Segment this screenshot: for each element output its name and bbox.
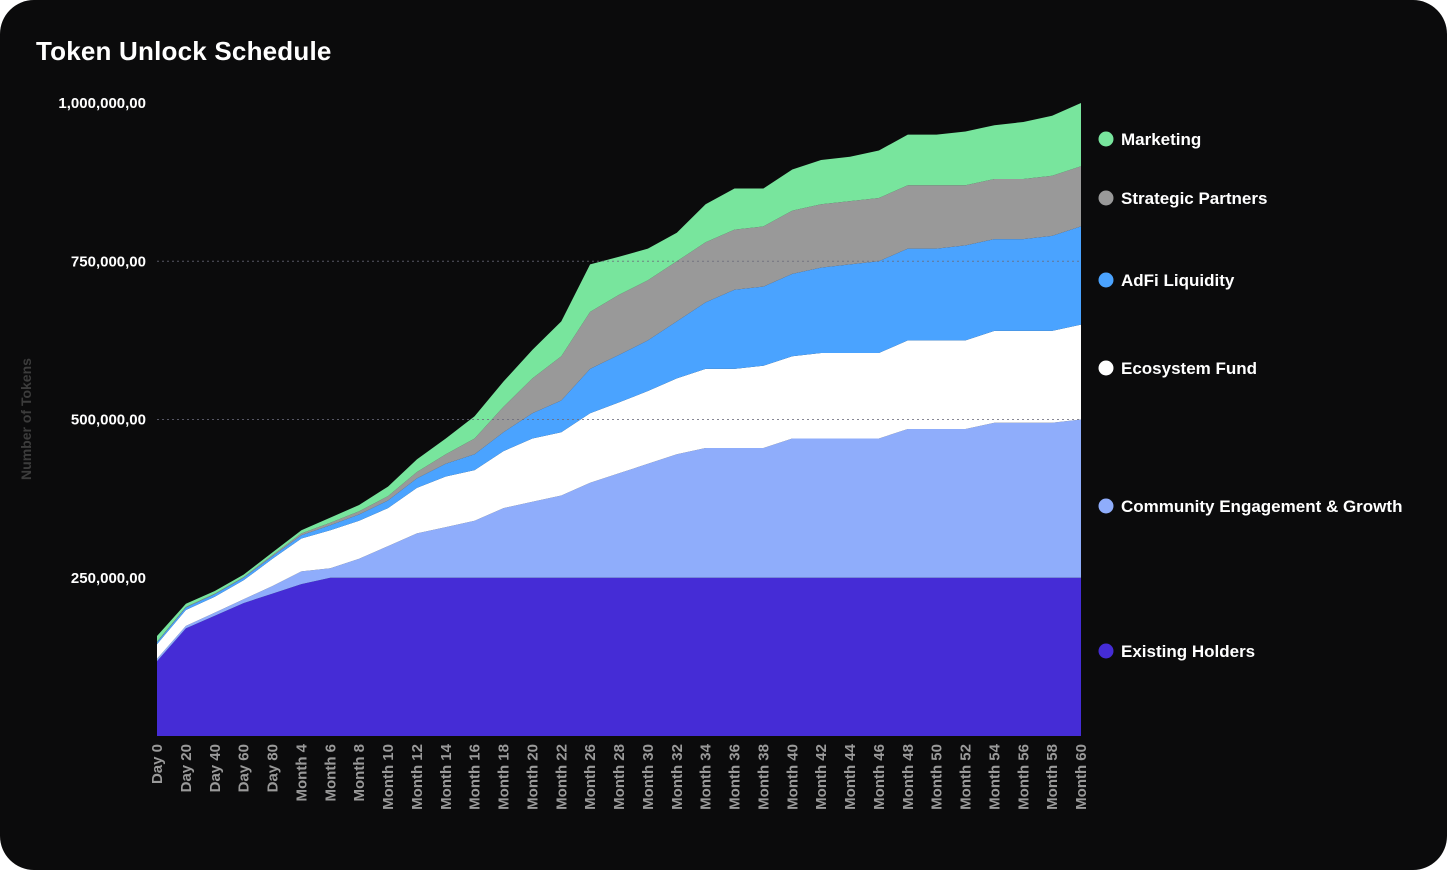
legend-swatch: [1098, 498, 1114, 514]
area-marketing: [157, 103, 1081, 642]
x-tick-label: Month 8: [351, 744, 368, 802]
x-tick-label: Month 60: [1073, 744, 1090, 810]
legend-label: Strategic Partners: [1121, 189, 1267, 208]
x-tick-label: Month 44: [842, 743, 859, 809]
area-layer: [157, 103, 1081, 736]
x-tick-label: Month 32: [669, 744, 686, 810]
y-tick-label: 750,000,00: [71, 253, 146, 270]
legend-label: Marketing: [1121, 130, 1201, 149]
x-tick-label: Month 18: [496, 744, 513, 810]
x-tick-label: Month 52: [958, 744, 975, 810]
x-tick-label: Month 56: [1015, 744, 1032, 810]
x-tick-label: Day 60: [236, 744, 253, 792]
y-tick-label: 1,000,000,00: [58, 95, 146, 112]
x-tick-label: Month 4: [293, 743, 310, 801]
x-tick-label: Day 80: [265, 744, 282, 792]
x-tick-label: Month 48: [900, 744, 917, 810]
x-tick-label: Month 14: [438, 743, 455, 809]
x-tick-label: Month 46: [871, 744, 888, 810]
legend-swatch: [1098, 131, 1114, 147]
area-adfi-liquidity: [157, 226, 1081, 645]
x-tick-label: Month 58: [1044, 744, 1061, 810]
x-tick-label: Month 34: [698, 743, 715, 809]
legend-item[interactable]: Existing Holders: [1098, 642, 1256, 661]
legend-label: Community Engagement & Growth: [1121, 497, 1402, 516]
legend-item[interactable]: Strategic Partners: [1098, 189, 1268, 208]
y-axis: 250,000,00 500,000,00 750,000,00 1,000,000,…: [58, 95, 146, 587]
y-tick-label: 500,000,00: [71, 412, 146, 429]
x-tick-label: Day 0: [149, 744, 166, 784]
area-strategic-partners: [157, 166, 1081, 643]
x-tick-label: Day 20: [178, 744, 195, 792]
area-ecosystem-fund: [157, 324, 1081, 659]
y-axis-label: Number of Tokens: [18, 358, 34, 480]
x-tick-label: Month 50: [929, 744, 946, 810]
x-tick-label: Month 6: [322, 744, 339, 802]
legend-item[interactable]: AdFi Liquidity: [1098, 271, 1235, 290]
legend-item[interactable]: Community Engagement & Growth: [1098, 497, 1403, 516]
x-tick-label: Month 38: [755, 744, 772, 810]
x-tick-label: Month 26: [582, 744, 599, 810]
x-axis: Day 0 Day 20 Day 40 Day 60 Day 80 Month 4 Mont…: [149, 743, 1090, 809]
x-tick-label: Month 16: [467, 744, 484, 810]
legend-label: AdFi Liquidity: [1121, 271, 1235, 290]
x-tick-label: Month 12: [409, 744, 426, 810]
x-tick-label: Month 22: [553, 744, 570, 810]
legend-item[interactable]: Ecosystem Fund: [1098, 359, 1258, 378]
legend-swatch: [1098, 272, 1114, 288]
legend-swatch: [1098, 360, 1114, 376]
x-tick-label: Month 42: [813, 744, 830, 810]
x-tick-label: Month 10: [380, 744, 397, 810]
legend-item[interactable]: Marketing: [1098, 130, 1202, 149]
x-tick-label: Day 40: [207, 744, 224, 792]
legend-label: Ecosystem Fund: [1121, 359, 1257, 378]
x-tick-label: Month 36: [727, 744, 744, 810]
x-tick-label: Month 30: [640, 744, 657, 810]
legend-label: Existing Holders: [1121, 642, 1255, 661]
legend-swatch: [1098, 643, 1114, 659]
area-community-engagement-growth: [157, 419, 1081, 662]
legend: Marketing Strategic Partners AdFi Liquidit…: [1098, 130, 1403, 661]
y-tick-label: 250,000,00: [71, 570, 146, 587]
x-tick-label: Month 20: [524, 744, 541, 810]
x-tick-label: Month 54: [986, 743, 1003, 809]
chart-title: Token Unlock Schedule: [36, 36, 332, 66]
x-tick-label: Month 40: [784, 744, 801, 810]
legend-swatch: [1098, 190, 1114, 206]
area-existing-holders: [157, 577, 1081, 736]
grid-layer: [157, 260, 1081, 420]
x-tick-label: Month 28: [611, 744, 628, 810]
